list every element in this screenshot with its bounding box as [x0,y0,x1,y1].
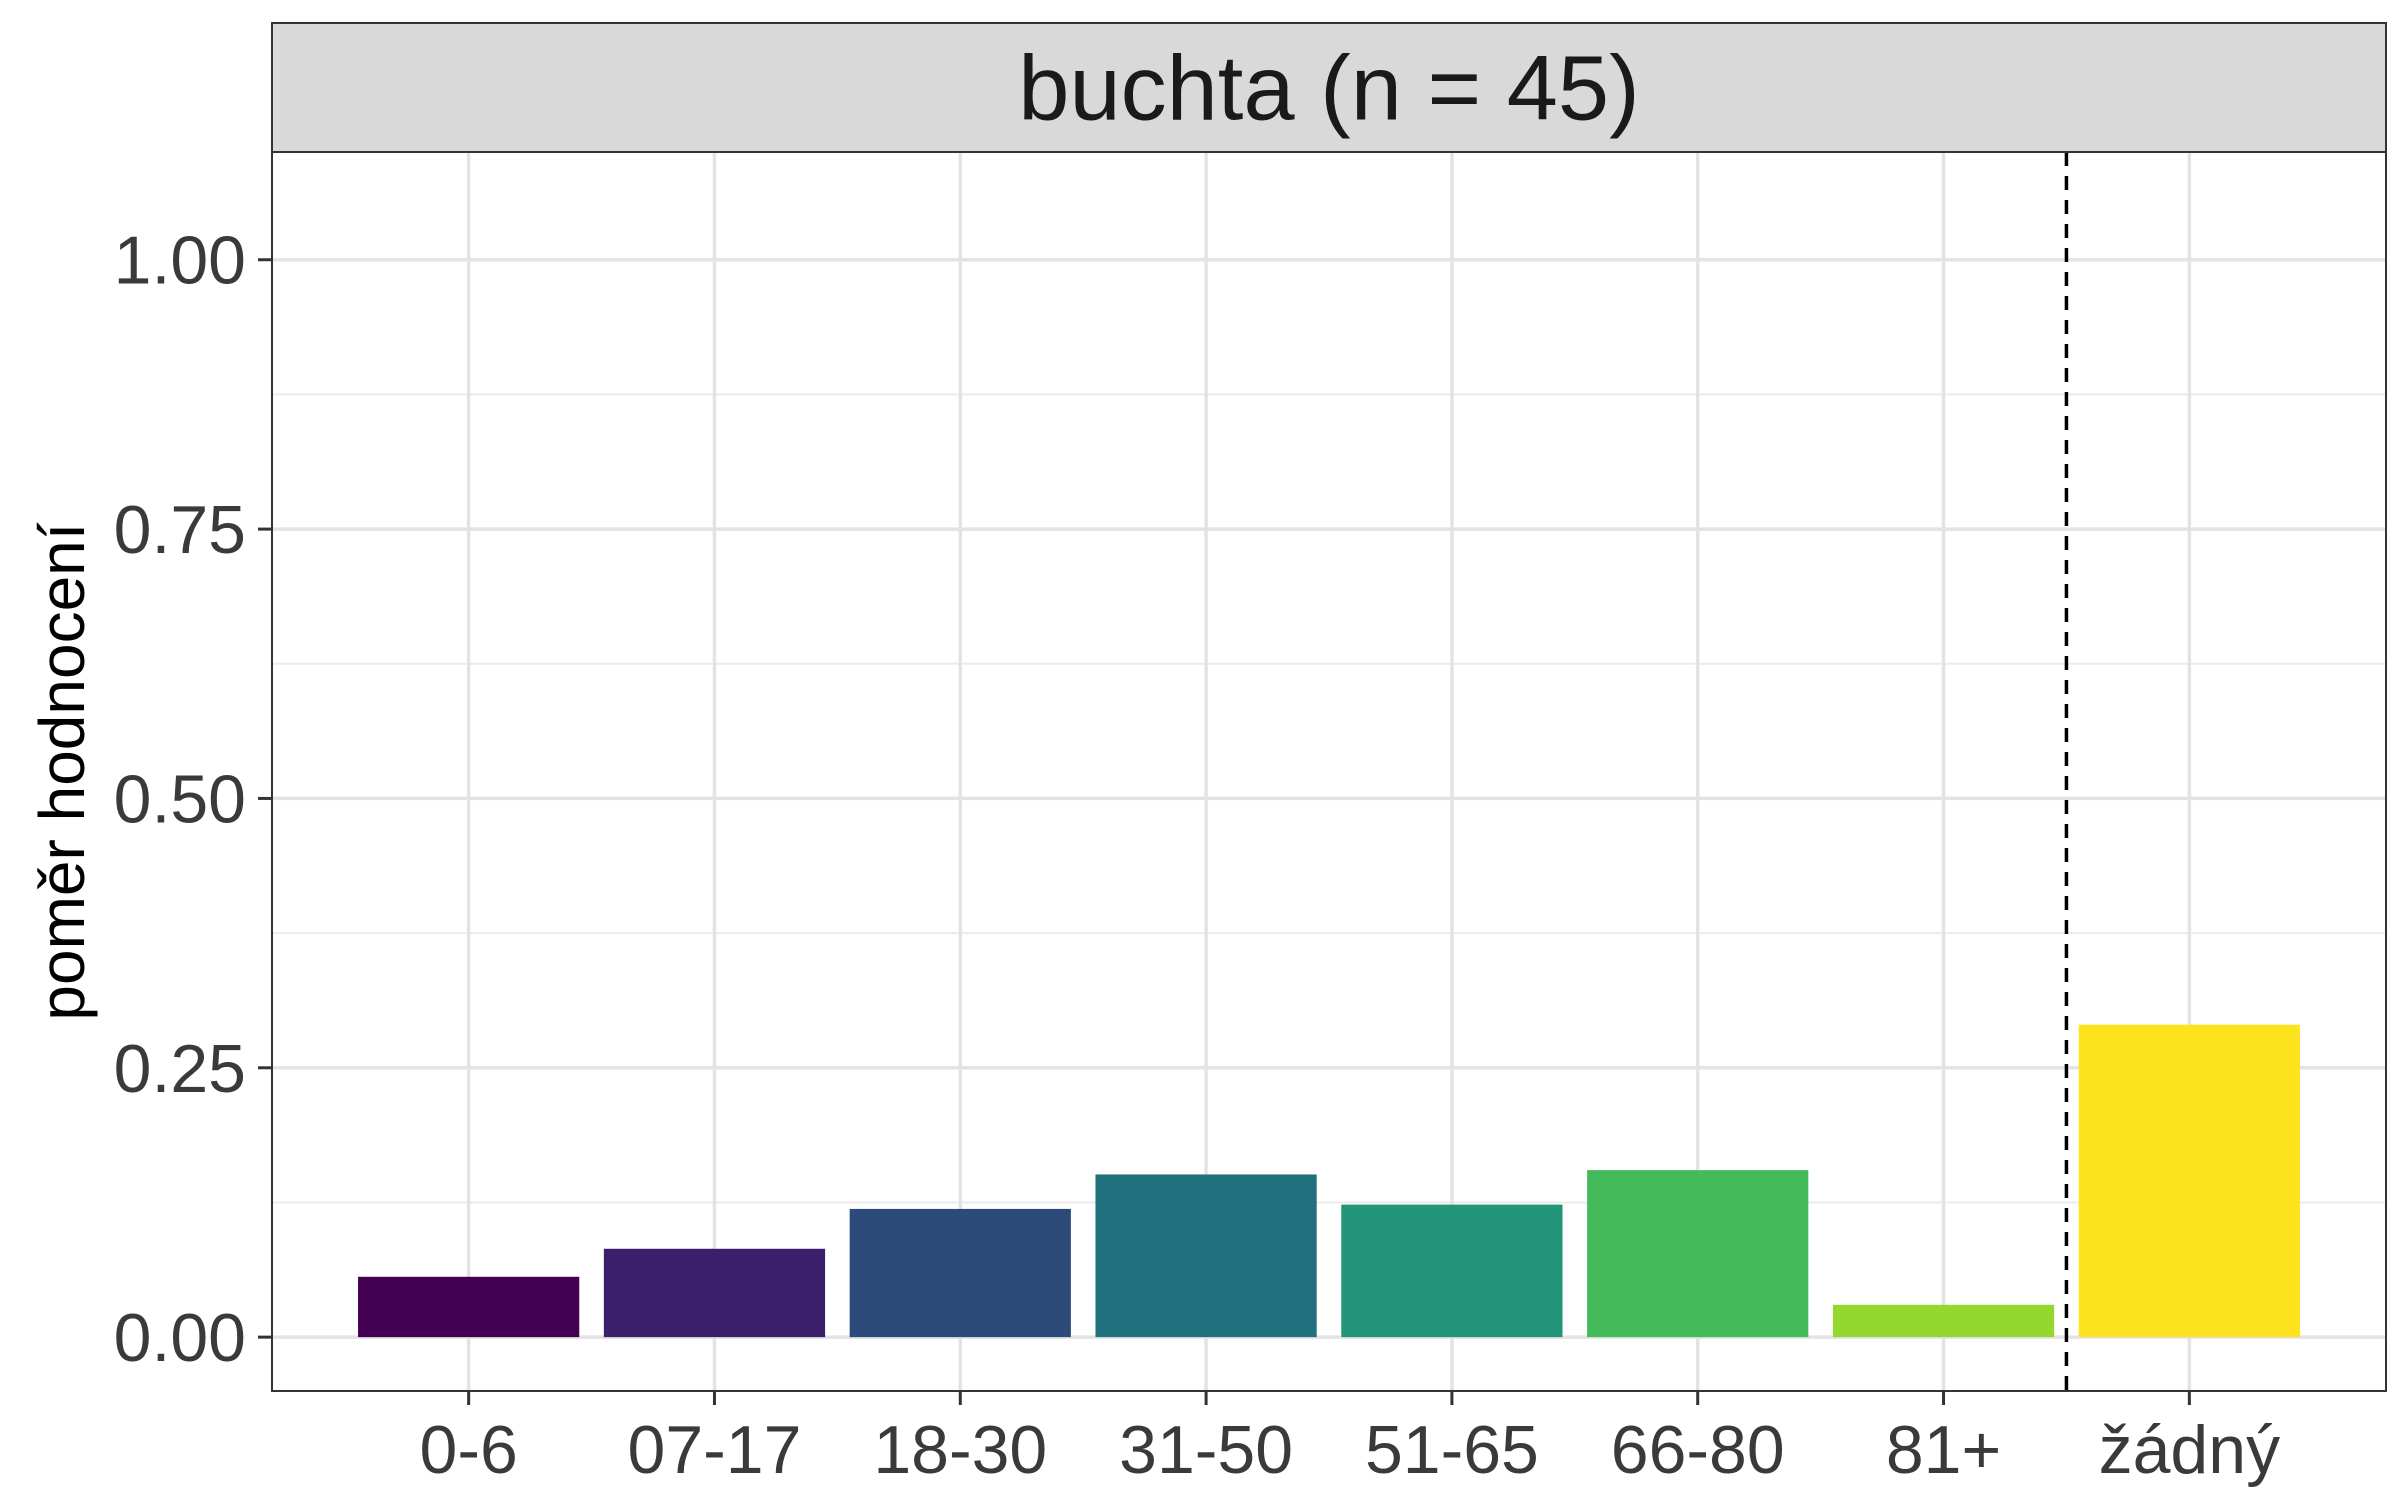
x-tick-label: 0-6 [420,1412,518,1488]
x-tick-label: 66-80 [1611,1412,1785,1488]
facet-strip: buchta (n = 45) [271,22,2387,153]
x-tick-label: žádný [2099,1412,2280,1488]
y-tick-label: 1.00 [114,223,246,299]
x-tick-label: 31-50 [1119,1412,1293,1488]
bars [358,1024,2300,1338]
facet-title: buchta (n = 45) [1018,38,1639,140]
bar [849,1208,1071,1338]
x-tick-label: 07-17 [628,1412,802,1488]
bar [358,1276,580,1338]
y-axis-title: poměr hodnocení [26,522,98,1020]
x-tick-label: 51-65 [1365,1412,1539,1488]
bar [2078,1024,2300,1338]
bar [603,1248,826,1338]
y-tick-label: 0.00 [114,1300,246,1376]
panel-border [271,151,2387,1392]
bar [1095,1174,1317,1338]
bar [1832,1304,2055,1338]
bar [1587,1170,1809,1338]
x-axis: 0-6 07-17 18-30 31-50 51-65 66-80 81+ žádný [420,1391,2280,1488]
x-tick-label: 81+ [1886,1412,2001,1488]
bar [1341,1204,1563,1338]
x-tick-label: 18-30 [873,1412,1047,1488]
y-tick-label: 0.75 [114,492,246,568]
y-axis: 0.00 0.25 0.50 0.75 1.00 [114,223,272,1376]
y-tick-label: 0.25 [114,1031,246,1107]
y-tick-label: 0.50 [114,761,246,837]
grid-lines [272,152,2386,1391]
facet-strip-background [271,22,2387,153]
